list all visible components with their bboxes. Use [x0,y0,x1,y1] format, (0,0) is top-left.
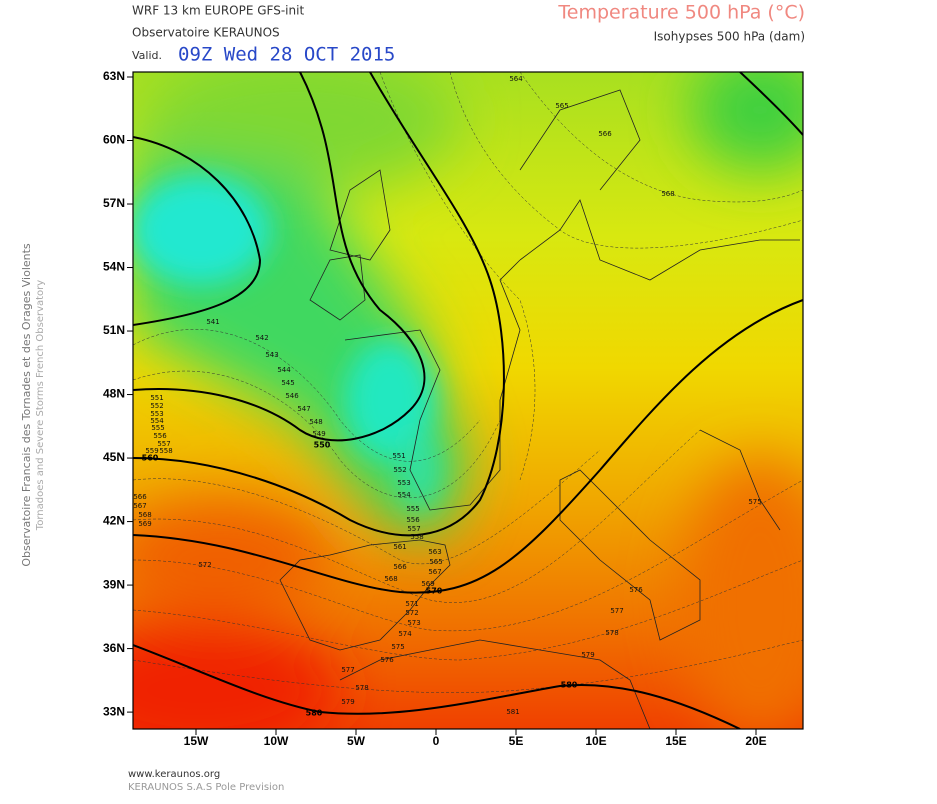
lon-tick-label: 10W [264,734,289,748]
major-contour-label: 580 [306,709,323,718]
minor-contour-label: 557 [407,525,420,533]
minor-contour-label: 579 [581,651,594,659]
minor-contour-label: 576 [380,656,394,664]
lat-tick-label: 60N [103,133,125,147]
minor-contour-label: 557 [157,440,170,448]
lon-tick-label: 20E [745,734,766,748]
footer-company: KERAUNOS S.A.S Pole Prevision [128,782,284,793]
major-contour-label: 560 [142,454,159,463]
lat-tick-label: 48N [103,387,125,401]
minor-contour-label: 575 [391,643,404,651]
coastlines [279,89,800,729]
minor-contour-label: 554 [397,491,411,499]
minor-contour-label: 566 [133,493,147,501]
observatory-label: Observatoire KERAUNOS [132,26,280,40]
model-label: WRF 13 km EUROPE GFS-init [132,4,304,18]
minor-contour-label: 549 [312,430,325,438]
lat-tick-label: 42N [103,514,125,528]
lon-tick-label: 0 [433,734,440,748]
minor-contour-label: 567 [428,568,441,576]
lat-tick-label: 36N [103,641,125,655]
lon-tick-label: 10E [585,734,606,748]
minor-contour-label: 561 [393,543,406,551]
minor-contour-label: 566 [393,563,407,571]
valid-time: 09Z Wed 28 OCT 2015 [178,44,395,66]
lon-tick-label: 15E [665,734,686,748]
minor-contour-label: 571 [405,600,418,608]
map-frame [132,71,804,730]
minor-contour-label: 544 [277,366,291,374]
minor-contour-label: 576 [629,586,643,594]
minor-contour-label: 573 [407,619,420,627]
footer-site: www.keraunos.org [128,769,220,780]
lat-tick-label: 39N [103,577,125,591]
temperature-field: 550 560 570 580 580 564 565 566 568 541 542 543 544 5… [133,72,803,729]
minor-contour-label: 553 [397,479,410,487]
minor-contour-label: 577 [341,666,354,674]
dashed-isohypses [133,72,803,693]
minor-contour-label: 552 [393,466,406,474]
minor-contour-label: 553 [150,410,163,418]
minor-contour-label: 563 [428,548,441,556]
minor-contour-label: 581 [506,708,519,716]
axes: 63N 60N 57N 54N 51N 48N 45N 42N 39N 36N 33N 15W 10W 5… [103,69,767,748]
minor-contour-label: 542 [255,334,268,342]
major-contour-label: 570 [426,587,443,596]
minor-contour-label: 572 [198,561,211,569]
minor-contour-label: 551 [392,452,405,460]
minor-contour-label: 568 [384,575,397,583]
side-text-french: Observatoire Francais des Tornades et de… [20,243,33,567]
minor-contour-label: 574 [398,630,412,638]
minor-contour-label: 564 [509,75,523,83]
contour-labels: 550 560 570 580 580 564 565 566 568 541 542 543 544 5… [133,75,761,718]
minor-contour-label: 554 [150,417,164,425]
minor-contour-label: 565 [555,102,568,110]
minor-contour-label: 568 [138,511,151,519]
minor-contour-label: 569 [421,580,434,588]
lat-tick-label: 54N [103,260,125,274]
minor-contour-label: 569 [138,520,151,528]
major-contour-label: 550 [314,441,331,450]
field-title: Temperature 500 hPa (°C) [557,2,805,24]
lat-tick-label: 63N [103,69,125,83]
minor-contour-label: 545 [281,379,294,387]
minor-contour-label: 578 [605,629,618,637]
minor-contour-label: 579 [341,698,354,706]
minor-contour-label: 575 [748,498,761,506]
minor-contour-label: 567 [133,502,146,510]
minor-contour-label: 558 [410,533,423,541]
minor-contour-label: 548 [309,418,322,426]
minor-contour-label: 551 [150,394,163,402]
major-contour-label: 580 [561,681,578,690]
bold-isohypses [133,72,803,729]
valid-prefix: Valid. [132,49,162,62]
contour-title: Isohypses 500 hPa (dam) [654,30,805,44]
minor-contour-label: 565 [429,558,442,566]
lon-tick-label: 5W [347,734,366,748]
lat-tick-label: 57N [103,196,125,210]
minor-contour-label: 555 [151,424,164,432]
minor-contour-label: 547 [297,405,310,413]
minor-contour-label: 572 [405,609,418,617]
minor-contour-label: 552 [150,402,163,410]
lon-tick-label: 15W [184,734,209,748]
minor-contour-label: 543 [265,351,278,359]
minor-contour-label: 546 [285,392,299,400]
minor-contour-label: 556 [153,432,167,440]
minor-contour-label: 566 [598,130,612,138]
minor-contour-label: 541 [206,318,219,326]
lon-tick-label: 5E [509,734,524,748]
minor-contour-label: 578 [355,684,368,692]
minor-contour-label: 568 [661,190,674,198]
minor-contour-label: 555 [406,505,419,513]
minor-contour-label: 577 [610,607,623,615]
lat-tick-label: 45N [103,450,125,464]
minor-contour-label: 556 [406,516,420,524]
lat-tick-label: 51N [103,323,125,337]
minor-contour-label: 558 [159,447,172,455]
lat-tick-label: 33N [103,704,125,718]
minor-contour-label: 559 [145,447,158,455]
side-text-english: Tornadoes and Severe Storms French Obser… [35,280,46,531]
